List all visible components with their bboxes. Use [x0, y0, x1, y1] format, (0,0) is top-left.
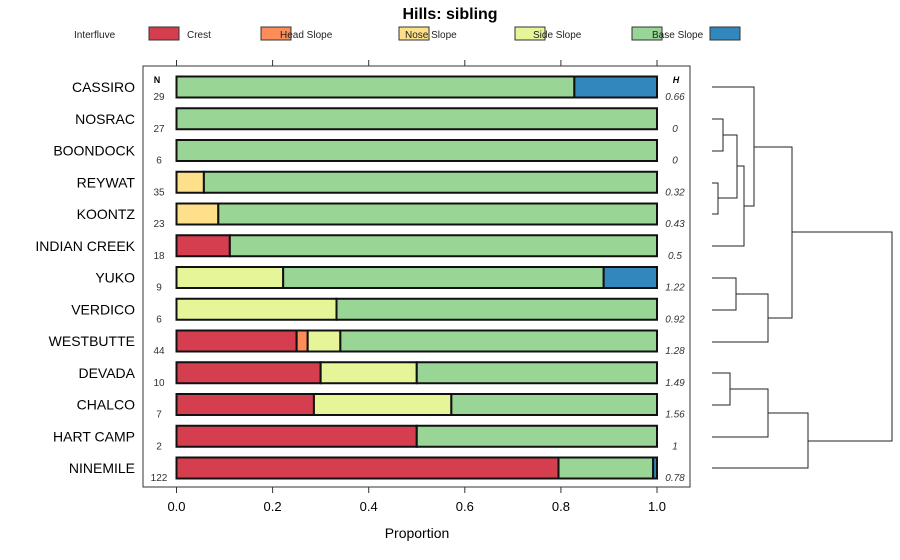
n-value: 44 — [153, 346, 165, 357]
bars — [175, 75, 659, 480]
bar-segment-side-slope — [557, 456, 655, 480]
legend-swatch — [709, 26, 741, 41]
h-value: 1.56 — [665, 410, 685, 421]
n-value: 2 — [156, 441, 162, 452]
legend-label: Side Slope — [533, 30, 582, 41]
n-value: 122 — [151, 473, 168, 484]
n-value: 6 — [156, 156, 162, 167]
n-value: 10 — [153, 378, 165, 389]
bar-segment-side-slope — [450, 393, 659, 416]
bar-segment-nose-slope — [312, 393, 453, 416]
legend-swatch — [148, 26, 180, 41]
legend-swatch — [514, 26, 546, 41]
bar-segment-side-slope — [415, 424, 658, 448]
bar-segment-interfluve — [175, 329, 298, 353]
x-tick-label: 1.0 — [648, 499, 666, 514]
legend-label: Base Slope — [652, 30, 704, 41]
bar-segment-nose-slope — [306, 329, 342, 353]
bar-segment-crest — [295, 329, 309, 353]
bar-segment-interfluve — [175, 424, 418, 448]
n-value: 23 — [153, 219, 165, 230]
bar-segment-head-slope — [175, 202, 220, 226]
h-value: 0 — [672, 124, 678, 135]
row-label: VERDICO — [71, 301, 135, 317]
bar-segment-side-slope — [202, 170, 659, 194]
legend-label: Interfluve — [74, 30, 116, 41]
h-value: 0 — [672, 156, 678, 167]
x-tick-label: 0.8 — [552, 499, 570, 514]
chart-title: Hills: sibling — [402, 6, 497, 23]
bar-segment-side-slope — [217, 202, 658, 226]
bar-segment-side-slope — [175, 107, 658, 131]
h-value: 0.66 — [665, 92, 685, 103]
legend-swatch — [398, 26, 430, 41]
bar-segment-nose-slope — [319, 361, 418, 385]
row-label: WESTBUTTE — [49, 333, 135, 349]
row-label: BOONDOCK — [53, 143, 135, 159]
legend: Interfluve Crest Head Slope Nose Slope Side … — [74, 26, 741, 41]
row-label: CASSIRO — [72, 79, 135, 95]
legend-label: Nose Slope — [405, 30, 457, 41]
n-value: 6 — [156, 314, 162, 325]
bar-segment-interfluve — [175, 234, 231, 258]
dendrogram — [712, 86, 893, 469]
row-label: YUKO — [95, 270, 135, 286]
h-value: 0.78 — [665, 473, 685, 484]
plot-frame — [142, 65, 691, 488]
bar-segment-base-slope — [573, 75, 658, 99]
n-value: 9 — [156, 283, 162, 294]
row-label: NINEMILE — [69, 460, 135, 476]
bar-segment-side-slope — [335, 297, 658, 321]
bar-segment-interfluve — [175, 393, 315, 416]
h-value: 0.92 — [665, 314, 685, 325]
h-value: 1.22 — [665, 283, 685, 294]
n-value: 35 — [153, 187, 165, 198]
bar-segment-base-slope — [652, 456, 659, 480]
bar-segment-side-slope — [175, 139, 658, 162]
bar-segment-nose-slope — [175, 297, 338, 321]
row-label: REYWAT — [77, 174, 136, 190]
x-tick-label: 0.2 — [264, 499, 282, 514]
bar-segment-interfluve — [175, 456, 560, 480]
bar-segment-nose-slope — [175, 266, 285, 289]
bar-segment-side-slope — [282, 266, 605, 289]
h-value: 1.28 — [665, 346, 685, 357]
h-value: 1.49 — [665, 378, 685, 389]
x-tick-label: 0.6 — [456, 499, 474, 514]
axis-ticks: 0.0 0.2 0.4 0.6 0.8 1.0 — [167, 60, 666, 514]
h-value: 0.32 — [665, 187, 685, 198]
bar-segment-interfluve — [175, 361, 322, 385]
h-value: 1 — [672, 441, 678, 452]
h-value: 0.43 — [665, 219, 685, 230]
bar-segment-side-slope — [175, 75, 576, 99]
h-value: 0.5 — [668, 251, 682, 262]
bar-segment-head-slope — [175, 170, 205, 194]
n-value: 29 — [153, 92, 165, 103]
row-label: KOONTZ — [77, 206, 136, 222]
x-tick-label: 0.0 — [167, 499, 185, 514]
row-label: INDIAN CREEK — [35, 238, 135, 254]
legend-swatch — [260, 26, 292, 41]
n-header: N — [154, 75, 161, 85]
row-label: HART CAMP — [53, 428, 135, 444]
bar-segment-base-slope — [602, 266, 658, 289]
n-value: 7 — [156, 410, 162, 421]
bar-segment-side-slope — [415, 361, 658, 385]
row-label: DEVADA — [78, 365, 135, 381]
legend-label: Head Slope — [280, 30, 333, 41]
row-label: CHALCO — [77, 397, 135, 413]
legend-swatch — [631, 26, 663, 41]
n-value: 18 — [153, 251, 165, 262]
x-tick-label: 0.4 — [360, 499, 378, 514]
bar-segment-side-slope — [228, 234, 658, 258]
n-value: 27 — [153, 124, 165, 135]
bar-segment-side-slope — [339, 329, 658, 353]
row-label: NOSRAC — [75, 111, 135, 127]
h-header: H — [673, 75, 680, 85]
x-axis-label: Proportion — [385, 525, 450, 541]
legend-label: Crest — [187, 30, 211, 41]
